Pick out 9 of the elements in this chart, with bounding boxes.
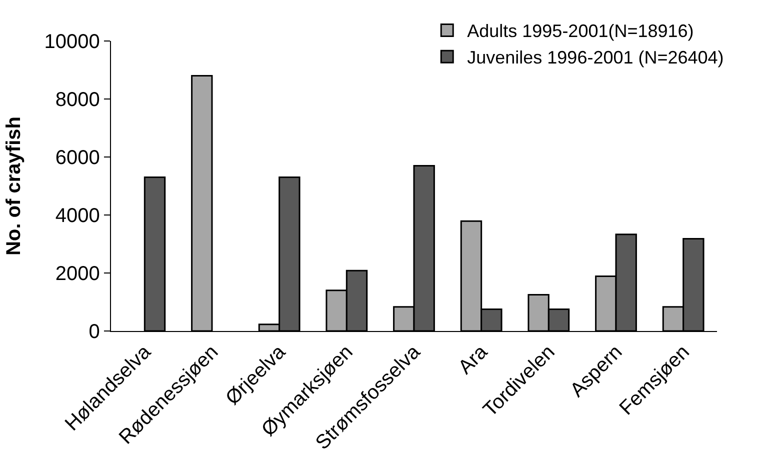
legend-label: Adults 1995-2001(N=18916)	[467, 21, 694, 42]
y-tick-label: 8000	[55, 89, 100, 111]
y-tick-label: 6000	[55, 147, 100, 169]
y-tick-label: 10000	[44, 31, 100, 53]
y-axis-title: No. of crayfish	[2, 116, 25, 256]
legend-label: Juveniles 1996-2001 (N=26404)	[467, 48, 724, 68]
y-tick-label: 0	[88, 321, 100, 343]
y-tick-label: 2000	[55, 263, 100, 285]
y-tick-label: 4000	[55, 205, 100, 227]
